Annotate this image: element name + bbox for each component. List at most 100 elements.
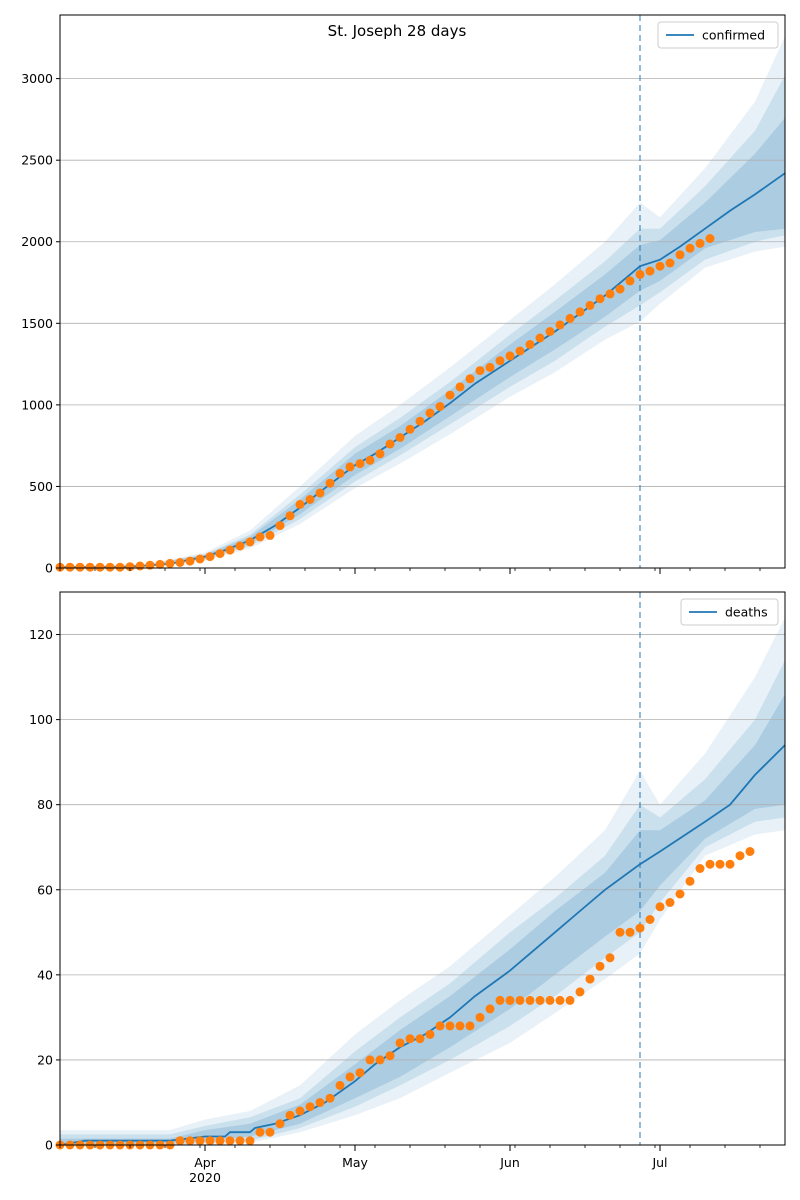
deaths-axes-frame: [59, 591, 786, 1146]
deaths-observed-point-14: [195, 1136, 205, 1146]
deaths-observed-point-58: [635, 923, 645, 933]
confirmed-observed-point-54: [595, 294, 605, 304]
confirmed-observed-point-62: [675, 250, 685, 260]
deaths-y-tick-label-80: 80: [37, 797, 53, 812]
deaths-observed-point-51: [565, 995, 575, 1005]
confirmed-y-tick-label-500: 500: [29, 479, 53, 494]
deaths-observed-point-49: [545, 995, 555, 1005]
confirmed-x-ticks: [59, 568, 761, 574]
confirmed-observed-point-59: [645, 266, 655, 276]
confirmed-observed-point-61: [665, 258, 675, 268]
deaths-x-tick-label-1: May: [342, 1155, 368, 1170]
deaths-observed-point-22: [275, 1119, 285, 1129]
deaths-observed-point-35: [405, 1034, 415, 1044]
confirmed-observed-point-27: [325, 478, 335, 488]
confirmed-y-tick-label-0: 0: [45, 561, 53, 576]
confirmed-observed-point-33: [385, 439, 395, 449]
confirmed-y-ticks: 0 500 1000 1500 2000 2500 3000: [21, 71, 60, 576]
deaths-observed-point-56: [615, 927, 625, 937]
deaths-observed-point-17: [225, 1136, 235, 1146]
deaths-observed-point-31: [365, 1055, 375, 1065]
confirmed-axes-frame: [59, 14, 786, 569]
confirmed-observed-point-44: [495, 356, 505, 366]
deaths-observed-point-13: [185, 1136, 195, 1146]
deaths-observed-point-64: [695, 864, 705, 873]
confirmed-y-tick-label-2000: 2000: [21, 234, 53, 249]
confirmed-observed-point-17: [225, 545, 235, 555]
confirmed-observed-point-55: [605, 289, 615, 299]
confirmed-observed-point-16: [215, 549, 225, 559]
deaths-legend-box: [680, 598, 779, 626]
confirmed-observed-point-53: [585, 300, 595, 310]
deaths-observed-point-40: [455, 1021, 465, 1031]
confirmed-observed-point-51: [565, 313, 575, 323]
deaths-observed-point-61: [665, 898, 675, 907]
confirmed-legend-box: [657, 21, 779, 49]
confirmed-observed-point-50: [555, 320, 565, 330]
confirmed-legend: confirmed: [657, 21, 779, 49]
deaths-observed-point-67: [725, 859, 735, 869]
confirmed-observed-point-7: [125, 562, 135, 572]
confirmed-observed-point-21: [265, 530, 275, 540]
deaths-observed-point-43: [485, 1004, 495, 1014]
confirmed-observed-point-11: [165, 558, 175, 568]
deaths-observed-point-68: [735, 851, 745, 861]
confirmed-observed-point-20: [255, 532, 265, 542]
confirmed-observed-point-38: [435, 402, 445, 411]
confirmed-observed-point-31: [365, 455, 375, 465]
confirmed-observed-point-28: [335, 468, 345, 478]
confirmed-observed-point-39: [445, 390, 455, 400]
deaths-y-tick-label-120: 120: [29, 627, 53, 642]
confirmed-observed-point-24: [295, 499, 305, 509]
confirmed-observed-point-8: [135, 561, 145, 571]
deaths-observed-point-32: [375, 1055, 385, 1065]
deaths-observed-point-63: [685, 876, 695, 886]
deaths-axes: [59, 591, 786, 1146]
deaths-y-tick-label-20: 20: [37, 1052, 53, 1067]
confirmed-observed-point-40: [455, 382, 465, 392]
confirmed-observed-point-29: [345, 462, 355, 472]
deaths-observed-point-59: [645, 915, 655, 924]
deaths-y-tick-label-100: 100: [29, 712, 53, 727]
confirmed-observed-point-45: [505, 351, 515, 361]
deaths-y-tick-label-60: 60: [37, 882, 53, 897]
confirmed-observed-point-6: [115, 562, 125, 572]
deaths-observed-point-54: [595, 961, 605, 971]
deaths-observed-point-38: [435, 1021, 445, 1031]
deaths-observed-point-57: [625, 927, 635, 937]
confirmed-observed-point-36: [415, 416, 425, 426]
deaths-observed-point-30: [355, 1068, 365, 1078]
deaths-observed-point-27: [325, 1093, 335, 1103]
confirmed-observed-point-13: [185, 556, 195, 566]
confirmed-observed-point-9: [145, 560, 155, 570]
confirmed-observed-point-48: [535, 333, 545, 343]
confirmed-observed-point-25: [305, 495, 315, 504]
confirmed-observed-point-46: [515, 346, 525, 356]
deaths-y-tick-label-40: 40: [37, 967, 53, 982]
deaths-observed-point-21: [265, 1127, 275, 1137]
confirmed-legend-label: confirmed: [702, 28, 765, 43]
confirmed-axes: [59, 14, 786, 569]
deaths-y-ticks: 0 20 40 60 80 100 120: [29, 627, 60, 1153]
deaths-observed-point-55: [605, 953, 615, 963]
confirmed-observed-point-64: [695, 238, 705, 248]
confirmed-observed-point-14: [195, 554, 205, 564]
confirmed-observed-point-34: [395, 433, 405, 442]
confirmed-model-line: [60, 172, 786, 569]
confirmed-uncertainty-bands: [60, 36, 785, 568]
deaths-observed-point-66: [715, 859, 725, 869]
confirmed-observed-point-35: [405, 424, 415, 434]
deaths-observed-point-65: [705, 859, 715, 869]
deaths-observed-point-16: [215, 1136, 225, 1146]
deaths-observed-point-53: [585, 974, 595, 984]
confirmed-observed-point-5: [105, 562, 115, 572]
deaths-observed-point-52: [575, 987, 585, 997]
chart-title: St. Joseph 28 days: [328, 22, 467, 40]
confirmed-model-path: [60, 172, 786, 569]
confirmed-observed-point-3: [85, 562, 95, 572]
confirmed-observed-point-19: [245, 537, 255, 547]
confirmed-y-tick-label-1000: 1000: [21, 397, 53, 412]
deaths-observed-point-45: [505, 995, 515, 1005]
